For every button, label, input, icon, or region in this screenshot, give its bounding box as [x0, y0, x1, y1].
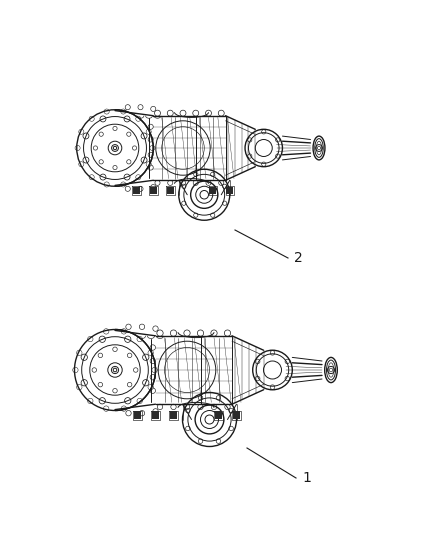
FancyBboxPatch shape — [233, 411, 240, 418]
FancyBboxPatch shape — [134, 411, 141, 418]
FancyBboxPatch shape — [226, 187, 233, 194]
FancyBboxPatch shape — [152, 411, 159, 418]
FancyBboxPatch shape — [209, 187, 216, 194]
FancyBboxPatch shape — [133, 187, 140, 194]
FancyBboxPatch shape — [215, 411, 222, 418]
FancyBboxPatch shape — [170, 411, 177, 418]
Text: 2: 2 — [294, 251, 303, 265]
FancyBboxPatch shape — [167, 187, 173, 194]
Text: 1: 1 — [302, 471, 311, 485]
FancyBboxPatch shape — [150, 187, 157, 194]
